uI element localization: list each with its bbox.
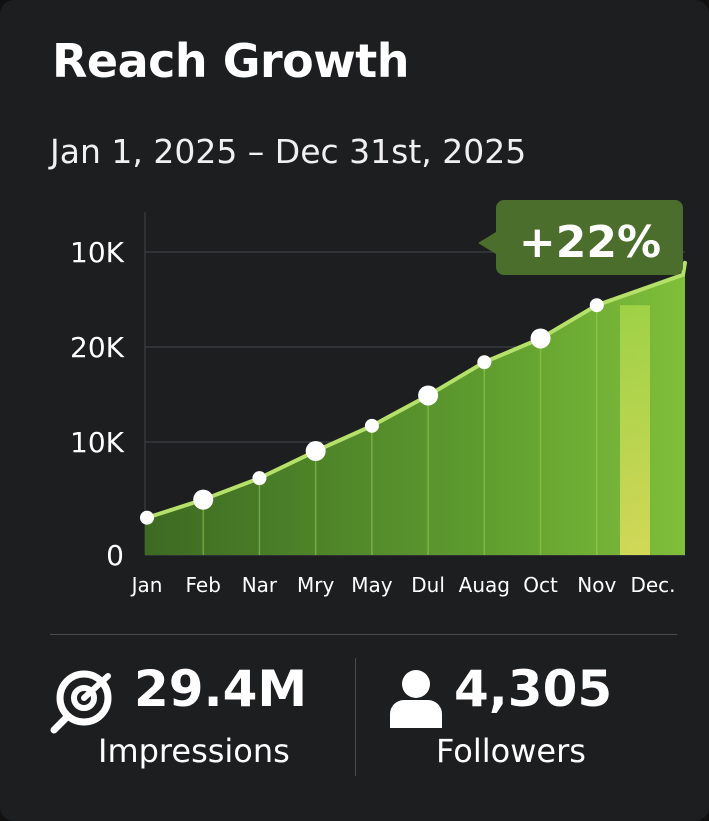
user-icon (390, 670, 442, 728)
data-point (418, 385, 439, 406)
data-point (530, 328, 551, 349)
area-fill (145, 262, 685, 555)
divider (50, 634, 677, 635)
reach-chart: 0 10K 20K 10K Jan Feb Nar Mry May Dul Auag Oct Nov De… (70, 200, 687, 597)
x-tick-label: Jan (130, 573, 163, 597)
data-point (193, 489, 214, 510)
y-tick-label: 10K (70, 426, 125, 459)
data-point (364, 418, 379, 433)
x-tick-label: Dec. (630, 573, 675, 597)
data-point (305, 441, 326, 462)
growth-badge-text: +22% (519, 217, 661, 268)
x-tick-label: Nar (242, 573, 278, 597)
x-tick-label: Nov (577, 573, 616, 597)
data-point (589, 298, 604, 313)
target-icon (50, 670, 112, 734)
x-tick-label: Mry (297, 573, 334, 597)
followers-value: 4,305 (454, 660, 613, 718)
x-tick-label: Auag (459, 573, 510, 597)
impressions-value: 29.4M (134, 660, 308, 718)
growth-badge: +22% (478, 200, 683, 275)
y-tick-label: 0 (106, 539, 124, 572)
data-point (140, 510, 154, 525)
highlight-bar (620, 305, 650, 555)
x-tick-label: Feb (186, 573, 221, 597)
x-tick-label: May (351, 573, 393, 597)
date-range: Jan 1, 2025 – Dec 31st, 2025 (50, 132, 527, 171)
data-point (252, 471, 267, 486)
stats-divider (355, 658, 356, 776)
y-tick-label: 10K (70, 236, 125, 269)
y-tick-label: 20K (70, 331, 125, 364)
followers-label: Followers (436, 732, 586, 770)
x-tick-label: Dul (411, 573, 445, 597)
data-point (477, 355, 492, 370)
card-title: Reach Growth (52, 34, 409, 88)
impressions-label: Impressions (98, 732, 290, 770)
x-tick-label: Oct (523, 573, 558, 597)
